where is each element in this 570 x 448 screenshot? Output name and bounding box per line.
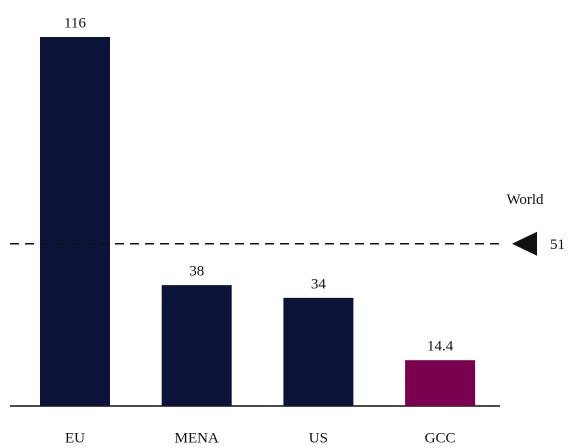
data-label: 14.4 (427, 339, 454, 355)
data-label: 38 (189, 264, 204, 280)
x-tick-label: MENA (175, 430, 219, 446)
data-label: 34 (311, 276, 327, 292)
reference-label: World (506, 192, 544, 208)
bar (283, 297, 354, 406)
x-tick-label: GCC (425, 430, 456, 446)
bar (40, 37, 110, 406)
reference-value: 51 (550, 237, 565, 253)
data-label: 116 (64, 15, 86, 31)
reference-marker (512, 231, 537, 256)
bar (405, 360, 476, 406)
bar (161, 285, 232, 406)
x-tick-label: US (309, 430, 328, 446)
x-tick-label: EU (65, 430, 85, 446)
